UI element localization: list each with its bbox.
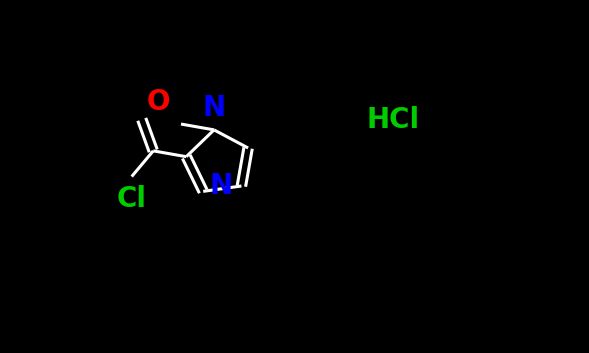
Text: N: N (210, 172, 233, 200)
Text: HCl: HCl (367, 106, 420, 134)
Text: Cl: Cl (117, 185, 147, 213)
Text: N: N (203, 94, 226, 122)
Text: O: O (147, 88, 171, 116)
